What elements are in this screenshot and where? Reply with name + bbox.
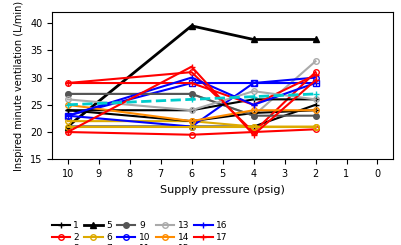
X-axis label: Supply pressure (psig): Supply pressure (psig): [160, 184, 285, 195]
Y-axis label: Inspired minute ventilation (L/min): Inspired minute ventilation (L/min): [14, 1, 24, 171]
Legend: 1, 2, 3, 4, 5, 6, 7, 8, 9, 10, 11, 12, 13, 14, 15, 16, 17, means: 1, 2, 3, 4, 5, 6, 7, 8, 9, 10, 11, 12, 1…: [50, 220, 248, 245]
